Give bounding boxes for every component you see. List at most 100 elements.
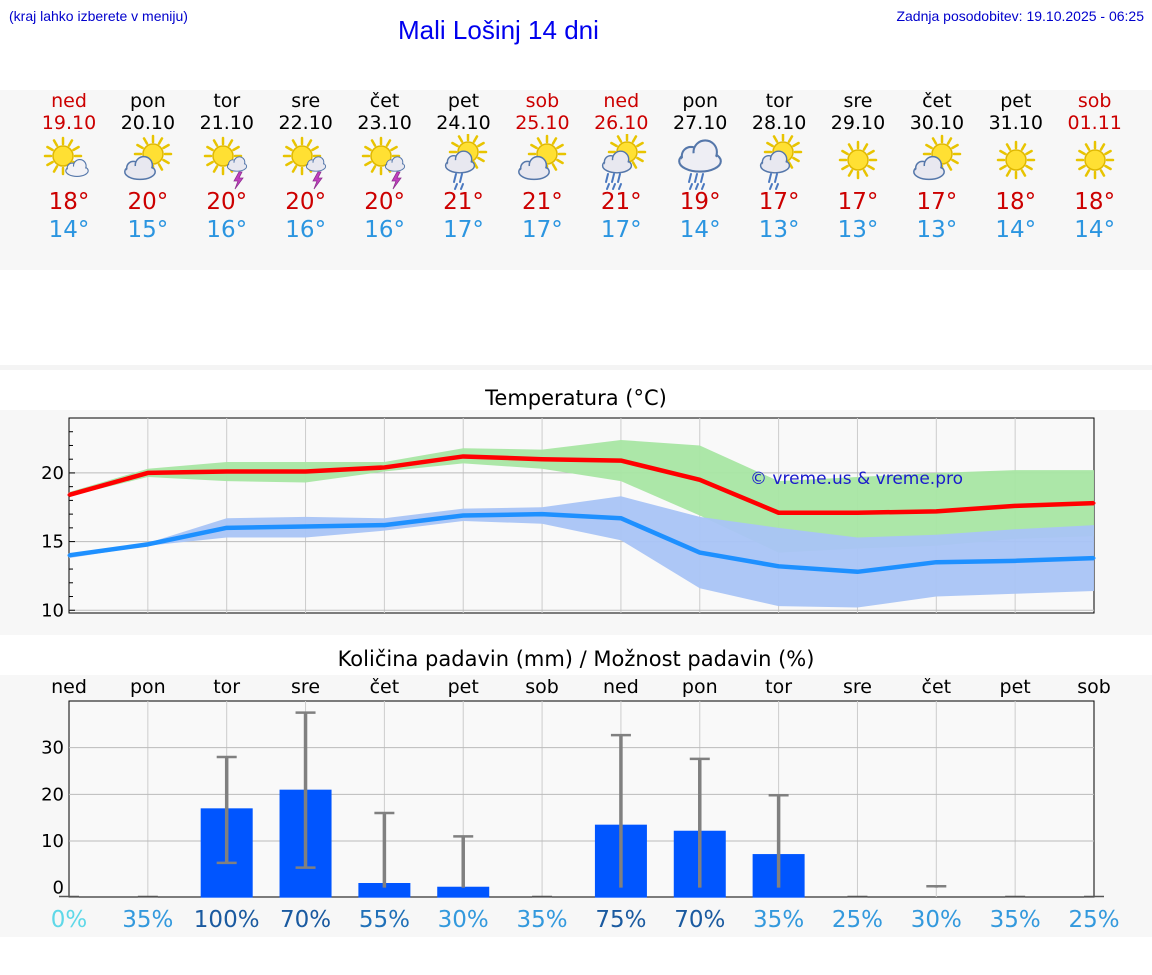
precipitation-probability: 30%: [438, 907, 489, 933]
divider: [0, 365, 1152, 370]
precipitation-probability: 30%: [911, 907, 962, 933]
max-temperature: 20°: [285, 189, 327, 215]
sun-cloud-icon: [43, 136, 89, 177]
max-point: [619, 459, 623, 463]
day-name: pon: [130, 90, 166, 112]
day-date: 01.11: [1067, 112, 1122, 134]
x-category-label: čet: [370, 676, 400, 698]
day-column: ned 26.10 21° 17°: [581, 90, 661, 244]
cloud-sun-icon: [912, 134, 962, 181]
precipitation-chart: 0 10 20 30 ned pon tor sre čet pet sob ned pon tor sre…: [41, 676, 1119, 933]
x-category-label: tor: [765, 676, 792, 698]
min-point: [461, 514, 465, 517]
min-point: [382, 523, 386, 527]
day-date: 28.10: [751, 112, 807, 134]
y-tick-label: 10: [41, 831, 64, 852]
min-point: [1092, 556, 1096, 560]
y-tick-label: 20: [41, 463, 64, 484]
max-temperature: 20°: [127, 189, 169, 215]
max-point: [461, 454, 465, 458]
x-category-label: sob: [525, 676, 559, 698]
y-tick-label: 30: [41, 738, 64, 759]
max-point: [540, 457, 544, 461]
day-name: tor: [213, 90, 241, 112]
day-name: pet: [447, 90, 480, 112]
day-date: 23.10: [357, 112, 412, 134]
day-column: sob 25.10 21° 17°: [502, 90, 582, 244]
min-temperature: 16°: [206, 217, 248, 243]
max-range-band: [69, 439, 1094, 553]
location-hint[interactable]: (kraj lahko izberete v meniju): [9, 8, 188, 24]
day-column: čet 23.10 20° 16°: [345, 90, 425, 244]
day-column: tor 21.10 20° 16°: [187, 90, 267, 244]
max-temperature: 20°: [364, 189, 405, 215]
x-category-label: sre: [291, 676, 320, 698]
max-point: [1013, 504, 1017, 508]
day-date: 22.10: [278, 112, 333, 134]
precipitation-probability: 55%: [359, 907, 410, 933]
min-point: [1013, 559, 1017, 563]
day-column: ned 19.10 18° 14°: [29, 90, 109, 244]
day-name: sre: [843, 90, 873, 112]
max-point: [1092, 501, 1096, 505]
precipitation-probability: 35%: [517, 907, 568, 933]
max-temperature-line: [68, 454, 1095, 516]
day-name: sob: [525, 90, 560, 112]
precipitation-probability: 35%: [753, 907, 804, 933]
y-tick-label: 20: [41, 784, 64, 805]
x-category-label: pet: [448, 676, 479, 698]
x-category-label: sre: [843, 676, 872, 698]
temperature-chart-title: Temperatura (°C): [485, 386, 667, 410]
max-point: [304, 470, 308, 474]
max-point: [855, 511, 859, 515]
x-category-label: čet: [922, 676, 952, 698]
day-name: pon: [682, 90, 719, 112]
min-point: [146, 542, 150, 546]
max-point: [777, 511, 781, 515]
min-temperature: 14°: [48, 217, 90, 243]
day-column: pon 20.10 20° 15°: [108, 90, 188, 244]
day-name: ned: [603, 90, 640, 112]
day-date: 31.10: [988, 112, 1043, 134]
precipitation-probability: 25%: [832, 907, 883, 933]
max-temperature: 17°: [758, 189, 800, 215]
min-temperature: 16°: [364, 217, 405, 243]
max-point: [146, 471, 150, 475]
max-point: [382, 465, 386, 469]
min-point: [304, 524, 308, 528]
day-name: sre: [291, 90, 321, 112]
min-temperature: 17°: [443, 217, 484, 243]
min-point: [225, 526, 229, 530]
max-point: [67, 493, 71, 497]
precipitation-probability: 25%: [1068, 907, 1119, 933]
x-category-label: sob: [1077, 676, 1111, 698]
cloud-rain-icon: [678, 139, 723, 190]
x-category-label: pon: [130, 676, 166, 698]
day-name: ned: [51, 90, 87, 112]
day-date: 19.10: [41, 112, 97, 134]
sun-thunder-icon: [203, 136, 247, 190]
watermark: © vreme.us & vreme.pro: [750, 469, 963, 489]
temperature-chart: 10 15 20 © vreme.us & vreme.pro: [41, 417, 1096, 621]
min-point: [934, 560, 938, 564]
x-category-label: tor: [213, 676, 240, 698]
min-temperature: 14°: [995, 217, 1037, 243]
max-temperature: 21°: [522, 189, 563, 215]
min-temperature: 16°: [285, 217, 327, 243]
day-date: 29.10: [830, 112, 886, 134]
x-category-label: ned: [603, 676, 639, 698]
min-temperature: 17°: [522, 217, 563, 243]
day-name: sob: [1077, 90, 1112, 112]
precipitation-probability: 35%: [990, 907, 1041, 933]
day-column: pon 27.10 19° 14°: [660, 90, 740, 244]
min-point: [619, 516, 623, 520]
day-date: 25.10: [515, 112, 570, 134]
y-tick-label: 0: [53, 878, 64, 899]
day-column: tor 28.10 17° 13°: [739, 90, 819, 244]
x-category-label: pon: [682, 676, 718, 698]
precipitation-bar: [437, 886, 490, 898]
max-temperature: 18°: [1074, 189, 1116, 215]
max-temperature: 20°: [206, 189, 248, 215]
sun-rain-icon: [759, 134, 803, 190]
sun-thunder-icon: [361, 136, 405, 190]
